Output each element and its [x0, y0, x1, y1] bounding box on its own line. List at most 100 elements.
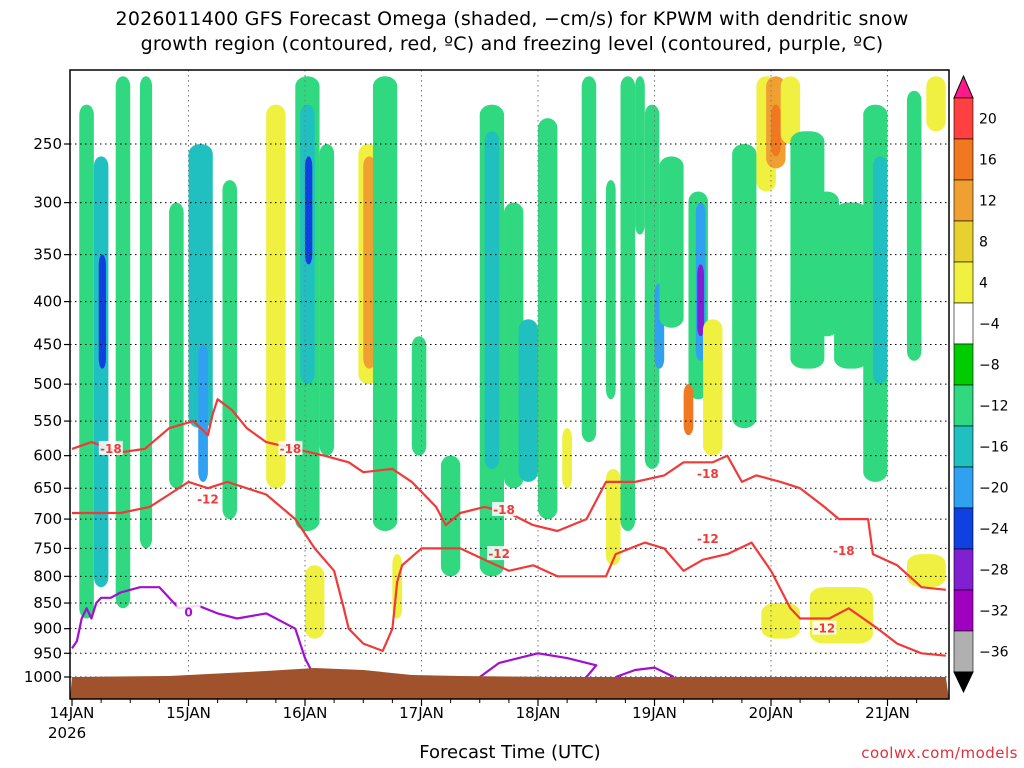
contour-label: -18: [100, 442, 122, 456]
contour-label-bg: [487, 546, 512, 561]
colorbar-swatch-4: [953, 261, 974, 304]
y-tick-label-1000: 1000: [24, 668, 62, 686]
y-tick-label-700: 700: [33, 510, 62, 528]
omega-region-9: [266, 104, 286, 489]
chart-title-line-1: 2026011400 GFS Forecast Omega (shaded, −…: [115, 8, 909, 30]
contour-label-bg: [98, 440, 123, 455]
y-tick-label-500: 500: [33, 375, 62, 393]
omega-region-30: [605, 468, 621, 566]
omega-region-46: [814, 191, 839, 337]
omega-region-3: [115, 76, 131, 609]
colorbar-swatch-11: [953, 548, 974, 591]
x-tick-label-21JAN: 21JAN: [865, 704, 910, 722]
contour-label: -12: [197, 493, 219, 507]
omega-region-22: [484, 131, 500, 469]
omega-region-15: [363, 156, 376, 369]
contour-label-bg: [695, 531, 720, 546]
omega-region-54: [906, 554, 946, 588]
contour-label: -18: [280, 442, 302, 456]
colorbar-swatch-9: [953, 466, 974, 509]
y-tick-label-950: 950: [33, 644, 62, 662]
colorbar-label--12: −12: [979, 399, 1009, 415]
y-tick-label-750: 750: [33, 539, 62, 557]
x-tick-label-16JAN: 16JAN: [283, 704, 328, 722]
x-axis: 14JAN 15JAN 16JAN 17JAN 18JAN 19JAN 20JAN 21JAN: [50, 699, 918, 722]
omega-region-38: [683, 384, 694, 436]
omega-region-49: [872, 156, 888, 385]
omega-region-20: [440, 455, 461, 577]
colorbar-label-20: 20: [979, 112, 997, 128]
x-tick-label-19JAN: 19JAN: [632, 704, 677, 722]
colorbar-swatch-6: [953, 343, 974, 386]
colorbar-swatch-13: [953, 630, 974, 673]
contour-label: -18: [833, 544, 855, 558]
terrain-fill: [70, 668, 949, 699]
x-tick-label-17JAN: 17JAN: [399, 704, 444, 722]
contour-line-3: [479, 652, 598, 678]
x-year-label: 2026: [48, 724, 86, 742]
contour-label-bg: [176, 604, 201, 619]
contour-label-bg: [278, 440, 303, 455]
colorbar-swatch-0: [953, 97, 974, 140]
colorbar-label--32: −32: [979, 604, 1009, 620]
omega-region-2: [98, 254, 106, 369]
contour-label-bg: [831, 543, 856, 558]
terrain-strip: [70, 668, 949, 699]
contour-label: -12: [814, 622, 836, 636]
y-tick-label-250: 250: [33, 135, 62, 153]
contour-label: -12: [488, 547, 510, 561]
colorbar-swatch-12: [953, 589, 974, 632]
contour-label-bg: [195, 491, 220, 506]
y-tick-label-650: 650: [33, 479, 62, 497]
y-tick-label-900: 900: [33, 620, 62, 638]
colorbar-bottom-arrow: [953, 671, 974, 694]
colorbar-swatch-3: [953, 220, 974, 263]
contour-line-4: [615, 666, 675, 679]
omega-region-4: [139, 76, 153, 549]
x-tick-label-15JAN: 15JAN: [166, 704, 211, 722]
contour-line-1: [72, 480, 946, 657]
contour-label: -18: [697, 467, 719, 481]
omega-region-37: [697, 264, 705, 337]
colorbar-swatch-10: [953, 507, 974, 550]
contour-label-bg: [492, 501, 517, 516]
omega-region-25: [538, 118, 558, 520]
contour-label-bg: [812, 620, 837, 635]
omega-region-19: [411, 336, 427, 456]
colorbar: 20 16 12 8 4 −4 −8 −12 −16 −20 −24 −28 −32 −36: [953, 74, 1009, 694]
omega-region-1: [93, 156, 109, 588]
chart-title-line-2: growth region (contoured, red, ºC) and f…: [140, 33, 884, 55]
y-tick-label-300: 300: [33, 194, 62, 212]
y-tick-label-450: 450: [33, 336, 62, 354]
y-tick-label-550: 550: [33, 412, 62, 430]
y-axis: 250 300 350 400 450 500 550 600 650 700 750 800 850 9…: [24, 135, 70, 686]
x-tick-label-14JAN: 14JAN: [50, 704, 95, 722]
y-tick-label-600: 600: [33, 447, 62, 465]
y-tick-label-800: 800: [33, 567, 62, 585]
omega-region-8: [222, 180, 238, 520]
omega-shading: [79, 76, 946, 644]
omega-region-26: [562, 428, 572, 489]
colorbar-label--28: −28: [979, 563, 1009, 579]
contour-label: 0: [184, 605, 192, 619]
colorbar-label-4: 4: [979, 276, 988, 292]
y-tick-label-850: 850: [33, 594, 62, 612]
colorbar-swatch-8: [953, 425, 974, 468]
colorbar-top-arrow: [953, 74, 974, 99]
omega-region-17: [305, 565, 325, 639]
x-tick-label-18JAN: 18JAN: [516, 704, 561, 722]
omega-region-27: [581, 76, 597, 443]
colorbar-label--4: −4: [979, 317, 1000, 333]
omega-region-29: [620, 76, 636, 531]
colorbar-swatch-1: [953, 138, 974, 181]
omega-region-47: [834, 202, 869, 369]
omega-region-39: [703, 319, 723, 456]
colorbar-label--8: −8: [979, 358, 1000, 374]
colorbar-swatch-2: [953, 179, 974, 222]
omega-region-43: [771, 104, 781, 157]
colorbar-label-12: 12: [979, 194, 997, 210]
omega-region-24: [518, 319, 538, 482]
contour-label: -18: [493, 503, 515, 517]
colorbar-label--20: −20: [979, 481, 1009, 497]
